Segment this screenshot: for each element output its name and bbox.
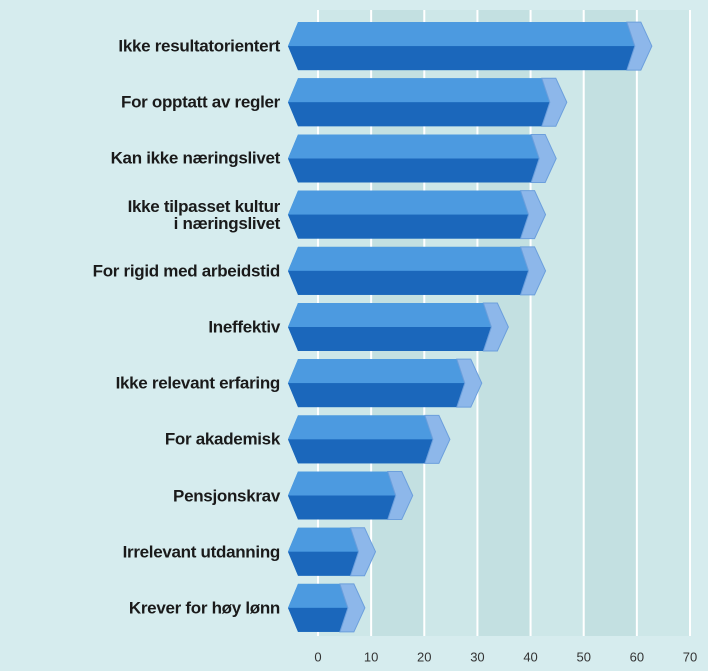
bar-shade (288, 551, 361, 576)
x-tick-label: 0 (314, 649, 321, 664)
x-tick-label: 60 (630, 649, 644, 664)
y-tick-label: Ikke tilpasset kultur i næringslivet (127, 196, 281, 233)
bar-shade (288, 46, 637, 71)
bar-shade (288, 270, 531, 295)
bar-cap (482, 302, 509, 352)
plot-band (583, 10, 637, 636)
bar-shade (288, 327, 494, 351)
bar-cap (530, 133, 557, 183)
bar-shade (288, 383, 467, 408)
bar-shade (288, 158, 542, 183)
y-tick-label: Pensjonskrav (173, 486, 280, 506)
plot-band (636, 10, 690, 636)
y-tick-label: For rigid med arbeidstid (92, 261, 281, 281)
bar-cap (424, 414, 451, 464)
bar-cap (387, 471, 414, 521)
y-tick-label: Irrelevant utdanning (122, 542, 281, 562)
bar-cap (456, 358, 483, 408)
bar-cap (541, 77, 568, 127)
x-tick-label: 40 (523, 649, 537, 664)
bar-highlight (288, 22, 637, 47)
bar-highlight (288, 303, 494, 327)
bar-shade (288, 214, 531, 239)
y-tick-label: Ineffektiv (208, 317, 280, 337)
bar-cap (519, 246, 547, 296)
y-tick-label: Krever for høy lønn (128, 598, 280, 618)
y-tick-label: Ikke resultatorientert (118, 36, 280, 56)
x-tick-label: 30 (470, 649, 484, 664)
bar-shade (288, 495, 398, 520)
bar-cap (349, 527, 377, 577)
x-tick-label: 20 (417, 649, 431, 664)
bar-shade (288, 607, 350, 632)
bar-highlight (288, 134, 542, 159)
x-tick-label: 50 (576, 649, 590, 664)
bar-highlight (288, 246, 531, 271)
x-tick-label: 70 (683, 649, 697, 664)
bar-cap (339, 583, 366, 633)
bar-highlight (288, 78, 552, 103)
bar-shade (288, 439, 435, 464)
bar-shade (288, 102, 552, 127)
y-tick-label: Ikke relevant erfaring (115, 373, 281, 393)
bar-highlight (288, 471, 398, 496)
bar-highlight (288, 415, 435, 440)
y-tick-label: For opptatt av regler (120, 92, 280, 112)
bar-cap (626, 21, 653, 71)
bar-highlight (288, 583, 350, 608)
x-tick-label: 10 (364, 649, 378, 664)
bar-highlight (288, 527, 361, 552)
y-tick-label: Kan ikke næringslivet (110, 148, 281, 168)
bar-highlight (288, 190, 531, 215)
y-tick-label: For akademisk (164, 429, 280, 449)
bar-highlight (288, 359, 467, 384)
bar-cap (519, 190, 547, 240)
